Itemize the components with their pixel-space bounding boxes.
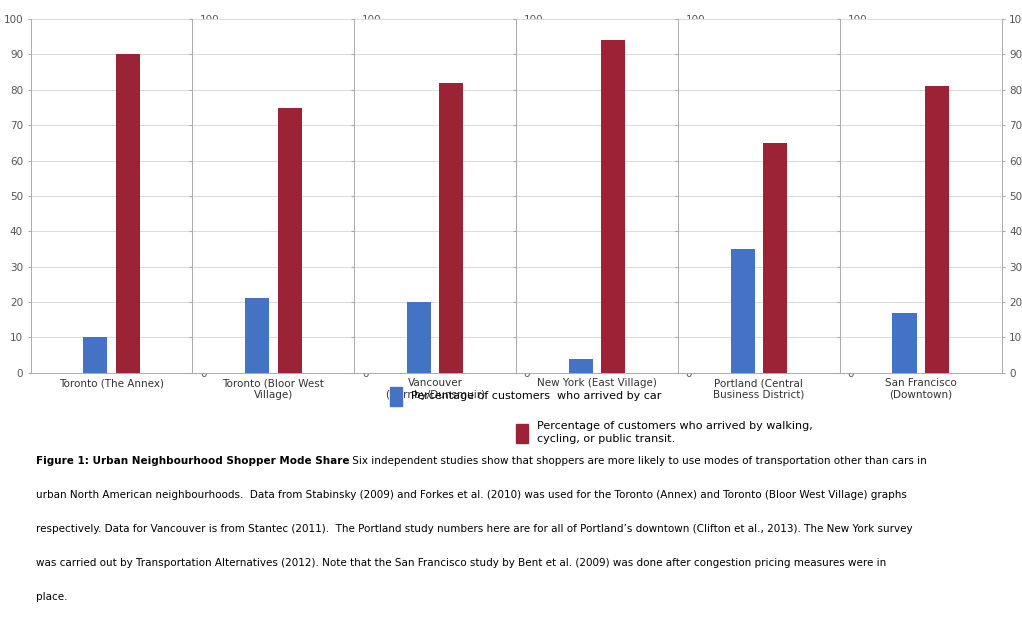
Text: Figure 1: Urban Neighbourhood Shopper Mode Share: Figure 1: Urban Neighbourhood Shopper Mo… [36, 455, 350, 466]
Bar [892, 313, 917, 373]
Bar [731, 249, 754, 373]
X-axis label: New York (East Village): New York (East Village) [538, 378, 657, 389]
Text: Percentage of customers who arrived by walking,: Percentage of customers who arrived by w… [538, 421, 814, 431]
X-axis label: San Francisco
(Downtown): San Francisco (Downtown) [885, 378, 957, 400]
Bar [390, 387, 402, 406]
Text: Percentage of customers  who arrived by car: Percentage of customers who arrived by c… [411, 391, 661, 401]
Text: respectively. Data for Vancouver is from Stantec (2011).  The Portland study num: respectively. Data for Vancouver is from… [36, 524, 913, 534]
Text: place.: place. [36, 592, 67, 602]
Bar [278, 108, 301, 373]
Text: cycling, or public transit.: cycling, or public transit. [538, 434, 676, 444]
X-axis label: Toronto (The Annex): Toronto (The Annex) [59, 378, 165, 389]
Text: urban North American neighbourhoods.  Data from Stabinsky (2009) and Forkes et a: urban North American neighbourhoods. Dat… [36, 490, 907, 499]
Bar [516, 424, 527, 443]
Bar [601, 40, 625, 373]
Bar [407, 302, 431, 373]
X-axis label: Toronto (Bloor West
Village): Toronto (Bloor West Village) [223, 378, 324, 400]
Bar [763, 143, 787, 373]
Bar [245, 299, 269, 373]
Bar [84, 338, 107, 373]
Bar [569, 359, 593, 373]
Bar [925, 86, 948, 373]
X-axis label: Portland (Central
Business District): Portland (Central Business District) [713, 378, 804, 400]
Text: Six independent studies show that shoppers are more likely to use modes of trans: Six independent studies show that shoppe… [350, 455, 927, 466]
Text: was carried out by Transportation Alternatives (2012). Note that the San Francis: was carried out by Transportation Altern… [36, 558, 886, 568]
X-axis label: Vancouver
(Hornby/Dunsmuir): Vancouver (Hornby/Dunsmuir) [385, 378, 485, 400]
Bar [115, 55, 140, 373]
Bar [439, 83, 463, 373]
